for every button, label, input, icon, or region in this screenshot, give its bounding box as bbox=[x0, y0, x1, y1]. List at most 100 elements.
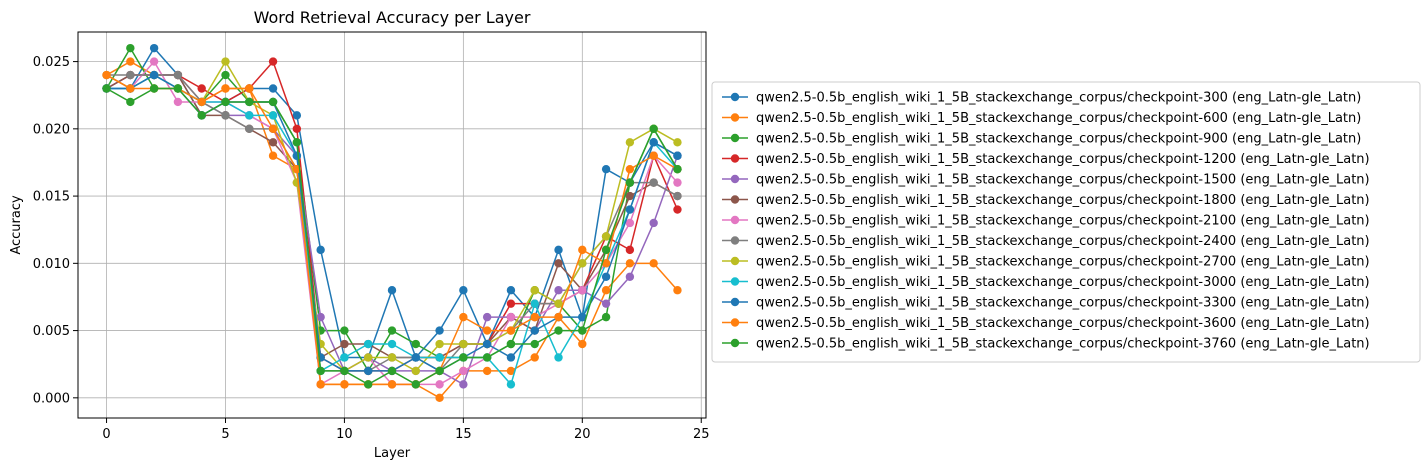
data-point bbox=[387, 326, 397, 335]
y-tick-label: 0.025 bbox=[33, 55, 70, 70]
y-axis-ticks: 0.000 0.005 0.010 0.015 0.020 0.025 bbox=[33, 55, 78, 406]
data-point bbox=[316, 245, 325, 255]
data-point bbox=[673, 286, 682, 295]
legend-marker bbox=[730, 174, 740, 184]
data-point bbox=[411, 366, 420, 376]
data-point bbox=[387, 366, 397, 376]
x-tick-label: 0 bbox=[102, 427, 110, 442]
data-point bbox=[601, 312, 611, 322]
data-point bbox=[601, 245, 611, 255]
data-point bbox=[149, 84, 159, 93]
legend-marker bbox=[730, 215, 740, 225]
legend-label: qwen2.5-0.5b_english_wiki_1_5B_stackexch… bbox=[756, 275, 1370, 290]
data-point bbox=[625, 164, 635, 174]
data-point bbox=[340, 339, 349, 349]
legend-label: qwen2.5-0.5b_english_wiki_1_5B_stackexch… bbox=[756, 91, 1361, 106]
data-point bbox=[578, 339, 587, 349]
data-point bbox=[221, 111, 230, 120]
data-point bbox=[625, 259, 635, 268]
data-point bbox=[387, 339, 397, 349]
legend-marker bbox=[730, 92, 740, 102]
legend-label: qwen2.5-0.5b_english_wiki_1_5B_stackexch… bbox=[756, 255, 1370, 270]
data-point bbox=[482, 326, 492, 335]
data-point bbox=[364, 339, 373, 349]
data-point bbox=[268, 124, 278, 134]
data-point bbox=[506, 326, 516, 335]
series-layer bbox=[102, 43, 682, 403]
legend-entry: qwen2.5-0.5b_english_wiki_1_5B_stackexch… bbox=[722, 234, 1370, 249]
data-point bbox=[340, 353, 349, 362]
legend-entry: qwen2.5-0.5b_english_wiki_1_5B_stackexch… bbox=[722, 152, 1370, 167]
x-axis-ticks: 0 5 10 15 20 25 bbox=[102, 418, 710, 442]
data-point bbox=[625, 245, 635, 255]
data-point bbox=[268, 151, 278, 160]
y-tick-label: 0.020 bbox=[33, 122, 70, 137]
data-point bbox=[530, 353, 539, 362]
data-point bbox=[673, 151, 682, 160]
data-point bbox=[221, 84, 230, 93]
x-tick-label: 20 bbox=[574, 427, 591, 442]
legend-marker bbox=[730, 113, 740, 122]
legend-label: qwen2.5-0.5b_english_wiki_1_5B_stackexch… bbox=[756, 316, 1370, 331]
data-point bbox=[173, 97, 183, 107]
data-point bbox=[625, 178, 635, 187]
plot-frame bbox=[77, 31, 707, 419]
data-point bbox=[245, 84, 254, 93]
data-point bbox=[649, 259, 658, 268]
data-point bbox=[506, 380, 516, 389]
data-point bbox=[387, 286, 397, 295]
legend-label: qwen2.5-0.5b_english_wiki_1_5B_stackexch… bbox=[756, 152, 1370, 167]
data-point bbox=[126, 97, 135, 107]
data-point bbox=[268, 138, 278, 147]
data-point bbox=[530, 299, 539, 308]
data-point bbox=[435, 339, 444, 349]
data-point bbox=[530, 326, 539, 335]
data-point bbox=[126, 84, 135, 93]
x-tick-label: 15 bbox=[455, 427, 472, 442]
legend-marker bbox=[730, 277, 740, 286]
legend-label: qwen2.5-0.5b_english_wiki_1_5B_stackexch… bbox=[756, 337, 1370, 352]
legend-label: qwen2.5-0.5b_english_wiki_1_5B_stackexch… bbox=[756, 234, 1370, 249]
data-point bbox=[149, 43, 159, 53]
data-point bbox=[601, 286, 611, 295]
data-point bbox=[554, 312, 563, 322]
data-point bbox=[506, 299, 516, 308]
data-point bbox=[149, 70, 159, 80]
data-point bbox=[197, 97, 206, 107]
legend-entry: qwen2.5-0.5b_english_wiki_1_5B_stackexch… bbox=[722, 214, 1370, 229]
data-point bbox=[649, 178, 658, 187]
data-point bbox=[268, 111, 278, 120]
legend-marker bbox=[730, 256, 740, 266]
legend-entry: qwen2.5-0.5b_english_wiki_1_5B_stackexch… bbox=[722, 193, 1370, 208]
data-point bbox=[292, 138, 302, 147]
data-point bbox=[554, 245, 563, 255]
data-point bbox=[126, 57, 135, 66]
y-axis-label: Accuracy bbox=[9, 195, 24, 255]
data-point bbox=[340, 326, 349, 335]
data-point bbox=[625, 138, 635, 147]
data-point bbox=[625, 218, 635, 228]
legend-marker bbox=[730, 133, 740, 143]
y-tick-label: 0.010 bbox=[33, 257, 70, 272]
data-point bbox=[459, 366, 468, 376]
data-point bbox=[649, 218, 658, 228]
data-point bbox=[601, 272, 611, 281]
data-point bbox=[387, 353, 397, 362]
data-point bbox=[578, 259, 587, 268]
legend-entry: qwen2.5-0.5b_english_wiki_1_5B_stackexch… bbox=[722, 255, 1370, 270]
data-point bbox=[197, 84, 206, 93]
legend-marker bbox=[730, 195, 740, 204]
data-point bbox=[435, 366, 444, 376]
data-point bbox=[411, 339, 420, 349]
data-point bbox=[268, 97, 278, 107]
data-point bbox=[173, 70, 183, 80]
legend-label: qwen2.5-0.5b_english_wiki_1_5B_stackexch… bbox=[756, 173, 1370, 188]
legend-entry: qwen2.5-0.5b_english_wiki_1_5B_stackexch… bbox=[722, 275, 1370, 290]
data-point bbox=[601, 232, 611, 241]
data-point bbox=[578, 326, 587, 335]
y-tick-label: 0.005 bbox=[33, 324, 70, 339]
series-12 bbox=[102, 70, 682, 389]
data-point bbox=[554, 326, 563, 335]
data-point bbox=[364, 353, 373, 362]
